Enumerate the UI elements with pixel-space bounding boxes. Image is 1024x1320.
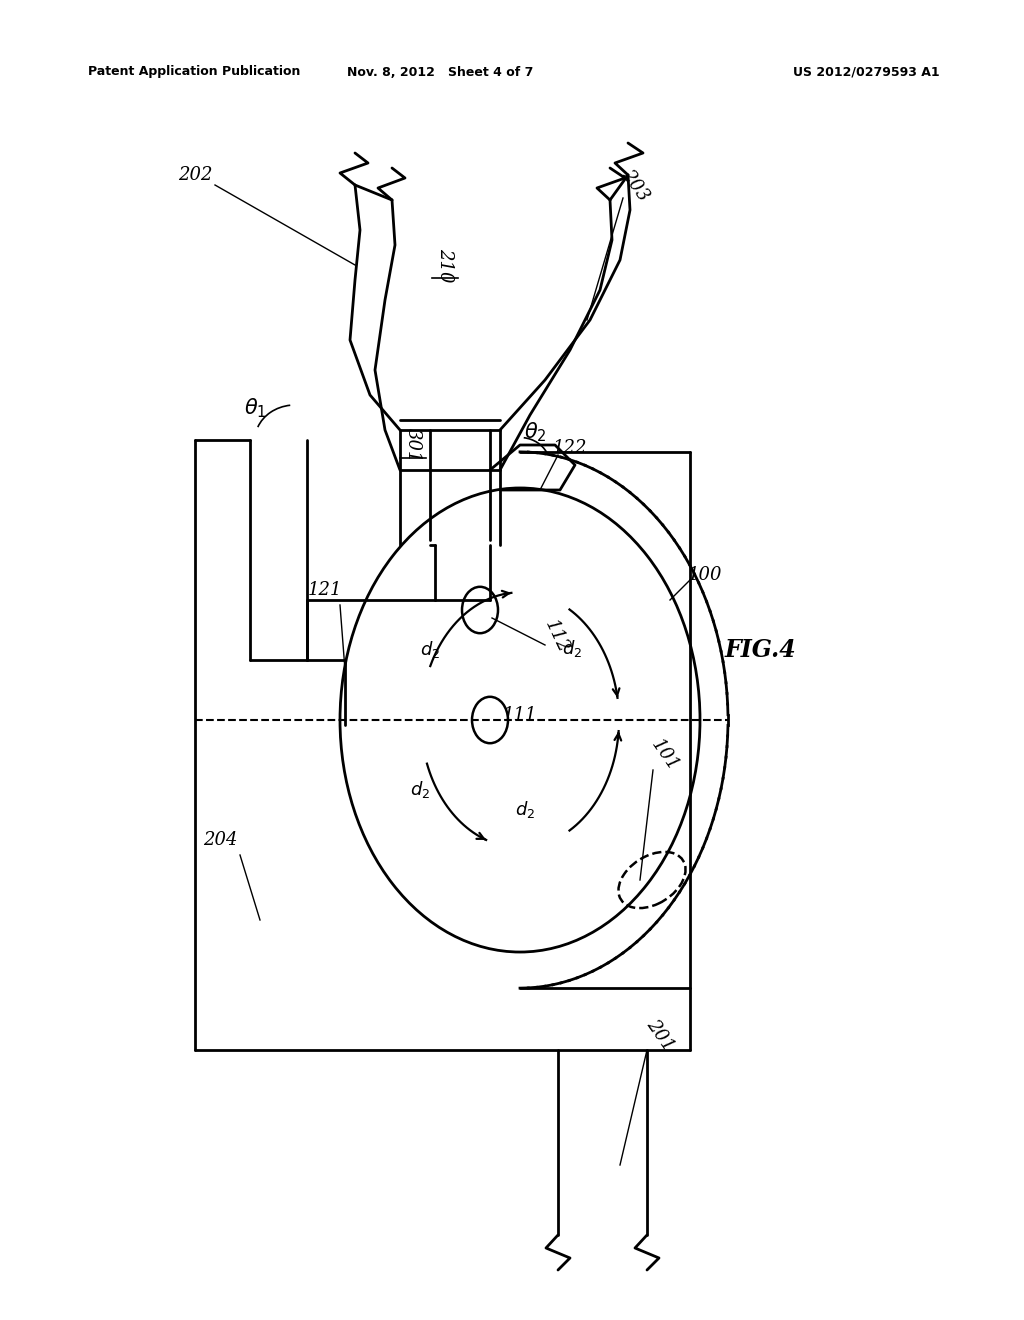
Text: 201: 201 — [643, 1015, 677, 1055]
Text: $d_2$: $d_2$ — [562, 638, 582, 659]
Text: 204: 204 — [203, 832, 238, 849]
Text: $d_2$: $d_2$ — [420, 639, 440, 660]
Text: 112: 112 — [542, 618, 572, 656]
Text: Nov. 8, 2012   Sheet 4 of 7: Nov. 8, 2012 Sheet 4 of 7 — [347, 66, 534, 78]
Text: 100: 100 — [688, 566, 722, 583]
Text: 203: 203 — [617, 166, 652, 205]
Text: FIG.4: FIG.4 — [724, 638, 796, 663]
Text: 121: 121 — [308, 581, 342, 599]
Text: $\theta_2$: $\theta_2$ — [523, 420, 547, 444]
Text: 301: 301 — [404, 428, 422, 462]
Text: $d_2$: $d_2$ — [515, 800, 536, 821]
Text: US 2012/0279593 A1: US 2012/0279593 A1 — [794, 66, 940, 78]
Text: 202: 202 — [178, 166, 212, 183]
Text: 210: 210 — [436, 248, 454, 282]
Text: 101: 101 — [648, 735, 682, 775]
Text: 111: 111 — [503, 706, 538, 723]
Text: $d_2$: $d_2$ — [410, 780, 430, 800]
Text: 122: 122 — [553, 440, 587, 457]
Text: Patent Application Publication: Patent Application Publication — [88, 66, 300, 78]
Text: $\theta_1$: $\theta_1$ — [244, 396, 266, 420]
